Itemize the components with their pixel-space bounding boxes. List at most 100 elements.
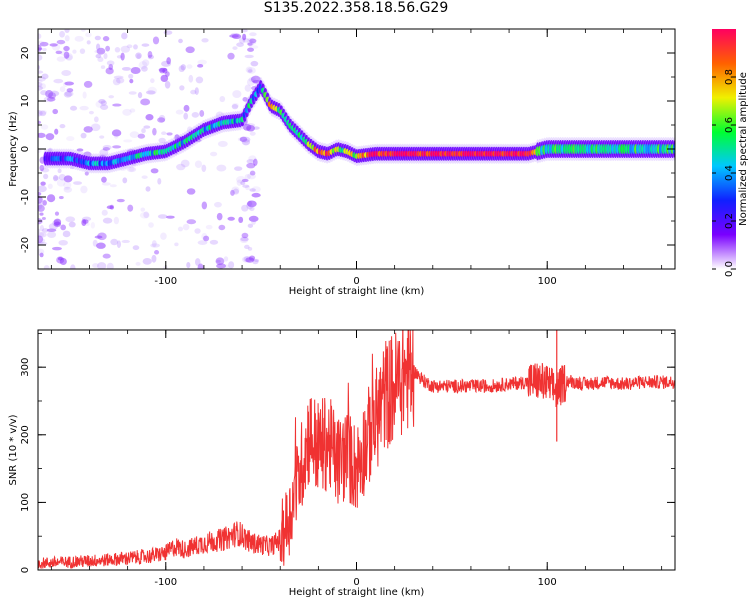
heatmap-noise-cell [158, 114, 166, 123]
heatmap-noise-cell [66, 136, 75, 142]
heatmap-noise-cell [249, 32, 257, 37]
heatmap-noise-cell [42, 48, 47, 52]
heatmap-noise-cell [76, 148, 84, 152]
heatmap-noise-cell [237, 137, 243, 142]
heatmap-noise-cell [106, 205, 114, 210]
heatmap-noise-cell [102, 144, 112, 151]
heatmap-noise-cell [58, 195, 64, 200]
heatmap-noise-cell [116, 240, 122, 249]
heatmap-noise-cell [65, 216, 76, 223]
heatmap-noise-cell [51, 43, 61, 51]
heatmap-noise-cell [205, 224, 213, 230]
heatmap-noise-cell [137, 133, 146, 139]
heatmap-noise-cell [245, 185, 250, 191]
heatmap-noise-cell [56, 39, 66, 45]
heatmap-noise-cell [38, 64, 41, 71]
heatmap-noise-cell [112, 103, 122, 107]
heatmap-noise-cell [247, 247, 253, 251]
heatmap-noise-cell [38, 70, 44, 74]
heatmap-noise-cell [94, 35, 101, 41]
heatmap-noise-cell [70, 264, 76, 269]
heatmap-noise-cell [135, 261, 141, 266]
snr-series-line [38, 330, 675, 570]
heatmap-noise-cell [49, 90, 60, 97]
heatmap-noise-cell [38, 231, 47, 238]
heatmap-noise-cell [175, 109, 184, 115]
heatmap-noise-cell [178, 65, 185, 73]
heatmap-noise-cell [159, 68, 166, 74]
heatmap-noise-cell [129, 108, 136, 113]
heatmap-noise-cell [246, 78, 256, 86]
heatmap-noise-cell [250, 60, 259, 67]
heatmap-noise-cell [249, 206, 255, 212]
heatmap-noise-cell [43, 96, 54, 103]
colorbar-tick-label: 0.8 [724, 69, 735, 85]
heatmap-noise-cell [145, 90, 156, 95]
heatmap-noise-cell [88, 110, 94, 115]
heatmap-noise-cell [154, 250, 160, 255]
heatmap-noise-cell [40, 124, 49, 130]
heatmap-noise-cell [47, 148, 52, 153]
heatmap-noise-cell [249, 131, 256, 136]
heatmap-noise-cell [128, 91, 137, 95]
heatmap-noise-cell [152, 36, 160, 45]
heatmap-noise-cell [246, 201, 254, 210]
heatmap-noise-cell [59, 123, 66, 129]
heatmap-noise-cell [97, 232, 107, 241]
heatmap-noise-cell [53, 176, 60, 181]
heatmap-noise-cell [61, 69, 72, 77]
heatmap-noise-cell [143, 125, 151, 129]
heatmap-noise-cell [38, 110, 48, 115]
heatmap-noise-cell [102, 217, 113, 224]
heatmap-noise-cell [63, 51, 70, 59]
heatmap-noise-cell [241, 138, 251, 146]
heatmap-noise-cell [69, 165, 75, 170]
heatmap-noise-cell [38, 185, 47, 193]
snr-layer [38, 330, 675, 570]
heatmap-noise-cell [201, 164, 207, 172]
heatmap-noise-cell [246, 40, 254, 47]
heatmap-noise-cell [194, 160, 203, 168]
heatmap-noise-cell [40, 181, 46, 186]
heatmap-noise-cell [39, 252, 44, 258]
heatmap-noise-cell [240, 136, 251, 143]
colorbar [712, 29, 736, 269]
heatmap-noise-cell [38, 201, 43, 210]
heatmap-y-tick-label: -20 [20, 237, 31, 253]
heatmap-noise-cell [130, 66, 141, 75]
heatmap-noise-cell [94, 116, 99, 123]
heatmap-x-tick-label: 100 [538, 276, 557, 287]
heatmap-noise-cell [239, 236, 249, 244]
heatmap-noise-cell [46, 96, 56, 102]
heatmap-noise-cell [45, 90, 54, 98]
heatmap-noise-cell [41, 73, 49, 80]
heatmap-noise-cell [58, 239, 68, 246]
heatmap-y-tick-label: 20 [20, 47, 31, 60]
heatmap-noise-cell [62, 230, 71, 238]
heatmap-noise-cell [197, 59, 207, 65]
heatmap-noise-cell [106, 262, 114, 269]
heatmap-noise-cell [197, 263, 204, 269]
heatmap-noise-cell [99, 135, 105, 139]
heatmap-noise-cell [103, 53, 108, 60]
heatmap-noise-cell [141, 43, 150, 47]
heatmap-noise-cell [157, 177, 162, 185]
heatmap-noise-cell [248, 155, 257, 162]
heatmap-noise-cell [64, 29, 70, 34]
heatmap-noise-cell [101, 182, 111, 186]
heatmap-noise-cell [95, 53, 102, 59]
colorbar-label: Normalized spectral amplitude [738, 72, 749, 226]
heatmap-noise-cell [63, 186, 73, 193]
heatmap-noise-cell [100, 65, 106, 69]
heatmap-noise-cell [249, 170, 256, 176]
heatmap-noise-cell [178, 38, 183, 44]
heatmap-noise-cell [232, 46, 238, 50]
heatmap-noise-cell [85, 32, 92, 38]
heatmap-noise-cell [162, 67, 168, 74]
heatmap-noise-cell [64, 91, 74, 97]
heatmap-noise-cell [80, 29, 86, 32]
heatmap-noise-cell [83, 80, 93, 88]
heatmap-noise-cell [209, 239, 219, 245]
heatmap-noise-cell [150, 168, 159, 174]
snr-y-tick-label: 300 [20, 358, 31, 377]
